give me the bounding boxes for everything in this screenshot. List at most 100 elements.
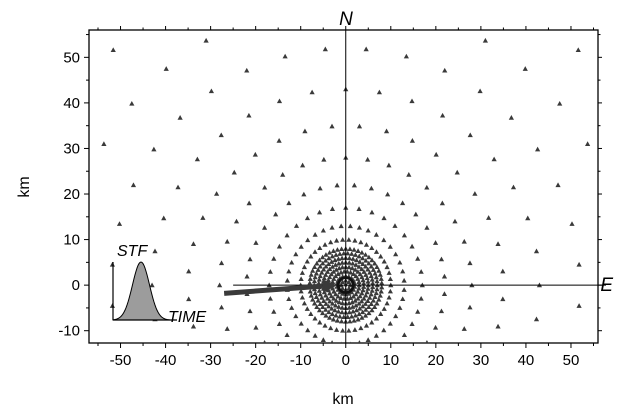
station-marker: [575, 47, 581, 53]
station-marker: [244, 273, 250, 279]
station-marker: [381, 327, 387, 333]
station-marker: [298, 244, 304, 249]
station-marker: [535, 146, 541, 152]
station-marker: [349, 313, 355, 319]
station-marker: [385, 191, 391, 197]
station-marker: [356, 123, 363, 129]
station-marker: [372, 270, 378, 276]
station-marker: [326, 255, 332, 261]
station-marker: [386, 270, 392, 275]
station-marker: [360, 303, 366, 309]
station-marker: [338, 295, 344, 300]
station-marker: [400, 296, 406, 302]
y-tick-label: 10: [63, 232, 80, 249]
station-marker: [224, 238, 230, 244]
station-marker: [267, 269, 273, 274]
station-marker: [370, 280, 376, 286]
station-marker: [316, 307, 323, 313]
station-marker: [319, 254, 326, 260]
station-marker: [307, 288, 313, 294]
station-marker: [304, 306, 310, 311]
station-marker: [356, 253, 362, 259]
station-marker: [352, 237, 358, 243]
station-marker: [326, 309, 332, 315]
station-marker: [323, 252, 329, 257]
station-marker: [282, 53, 288, 59]
x-tick-label: 50: [563, 352, 580, 369]
station-marker: [333, 291, 339, 297]
station-marker: [345, 250, 351, 256]
x-tick-label: -20: [245, 352, 267, 369]
station-marker: [364, 289, 370, 295]
station-marker: [367, 295, 373, 300]
station-marker: [317, 263, 323, 269]
station-marker: [307, 280, 313, 286]
station-marker: [355, 296, 361, 301]
station-marker: [326, 315, 333, 320]
station-marker: [349, 341, 352, 343]
station-marker: [331, 288, 337, 294]
station-marker: [357, 340, 362, 343]
station-marker: [373, 274, 379, 280]
station-marker: [368, 185, 375, 191]
station-marker: [409, 138, 415, 143]
station-marker: [378, 253, 384, 259]
station-marker: [452, 218, 458, 224]
station-marker: [320, 227, 326, 233]
station-marker: [327, 290, 333, 296]
station-marker: [327, 266, 333, 272]
station-marker: [323, 312, 329, 318]
station-marker: [163, 66, 169, 71]
station-marker: [340, 237, 346, 242]
station-marker: [384, 264, 390, 270]
station-marker: [373, 333, 379, 338]
station-marker: [324, 295, 331, 301]
station-marker: [190, 323, 197, 329]
station-marker: [130, 182, 137, 188]
station-marker: [381, 215, 387, 221]
station-marker: [341, 250, 347, 256]
x-tick-label: 10: [382, 352, 399, 369]
station-marker: [362, 263, 369, 269]
station-marker: [231, 169, 237, 175]
station-marker: [332, 262, 339, 267]
station-marker: [525, 215, 531, 221]
station-marker: [356, 206, 362, 211]
station-marker: [386, 294, 392, 300]
station-marker: [418, 269, 424, 274]
station-marker: [284, 277, 290, 283]
station-marker: [320, 337, 326, 342]
station-marker: [316, 288, 322, 293]
station-marker: [346, 260, 352, 265]
station-marker: [401, 232, 408, 238]
axis-ticks: -50 -40 -30 -20 -10 0 10 20 30 40 50 -10 0 10 20 30 40 50: [58, 26, 602, 369]
north-label: N: [339, 9, 353, 30]
station-marker: [308, 253, 314, 259]
station-marker: [317, 291, 323, 297]
station-marker: [190, 241, 197, 246]
station-marker: [293, 223, 300, 228]
station-marker: [110, 47, 116, 53]
station-marker: [329, 300, 336, 306]
station-marker: [200, 215, 206, 220]
station-marker: [441, 291, 448, 296]
station-marker: [317, 273, 323, 279]
station-marker: [298, 288, 304, 294]
station-marker: [467, 260, 473, 266]
station-marker: [271, 309, 277, 314]
station-marker: [194, 156, 200, 162]
station-marker: [364, 275, 370, 281]
station-marker: [329, 311, 335, 317]
station-marker: [367, 269, 373, 275]
station-marker: [310, 268, 316, 273]
station-marker: [522, 66, 528, 71]
station-marker: [326, 303, 332, 309]
station-marker: [353, 257, 360, 263]
east-label: E: [600, 275, 613, 296]
station-marker: [373, 315, 380, 321]
station-marker: [500, 268, 506, 274]
station-marker: [322, 322, 328, 328]
station-marker: [393, 251, 399, 257]
station-marker: [352, 252, 359, 257]
station-marker: [393, 313, 399, 319]
